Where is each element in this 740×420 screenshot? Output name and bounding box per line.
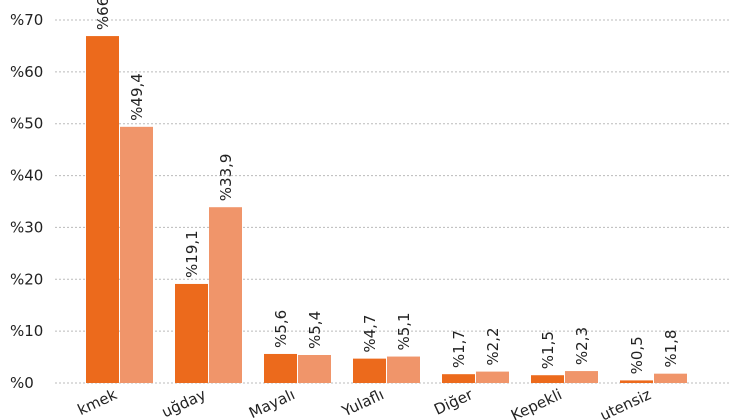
y-tick-label: %60 (10, 63, 43, 81)
x-tick-label: Yulaflı (338, 385, 386, 420)
value-label: %1,5 (539, 331, 557, 369)
value-label: %66,9 (94, 0, 112, 30)
value-label: %5,4 (306, 311, 324, 349)
value-label: %33,9 (217, 154, 235, 202)
bar (298, 354, 331, 383)
y-tick-label: %30 (10, 218, 43, 236)
bar (531, 375, 564, 383)
value-label: %1,7 (450, 330, 468, 368)
value-label: %49,4 (128, 73, 146, 121)
x-tick-label: utensiz (597, 385, 654, 420)
bar (620, 380, 653, 383)
bar (565, 371, 598, 383)
bar (353, 358, 386, 383)
bar (476, 371, 509, 383)
value-label: %1,8 (662, 330, 680, 368)
bar (264, 353, 297, 383)
x-tick-label: Mayalı (246, 385, 298, 420)
y-tick-label: %50 (10, 115, 43, 133)
y-tick-label: %40 (10, 167, 43, 185)
y-tick-label: %70 (10, 11, 43, 29)
value-label: %2,2 (484, 327, 502, 365)
value-label: %5,1 (395, 312, 413, 350)
bar (654, 373, 687, 383)
bar (86, 36, 119, 383)
bar (120, 126, 153, 383)
value-label: %4,7 (361, 315, 379, 353)
value-label: %2,3 (573, 327, 591, 365)
x-tick-label: kmek (75, 385, 120, 419)
y-tick-label: %10 (10, 322, 43, 340)
value-label: %5,6 (272, 310, 290, 348)
value-label: %0,5 (628, 336, 646, 374)
value-label: %19,1 (183, 230, 201, 278)
x-tick-label: uğday (159, 385, 209, 420)
bar (442, 374, 475, 383)
x-tick-label: Kepekli (508, 385, 565, 420)
x-tick-label: Diğer (431, 385, 476, 419)
bar (387, 356, 420, 383)
bar (209, 207, 242, 383)
y-tick-label: %0 (10, 374, 34, 392)
bar (175, 283, 208, 383)
y-tick-label: %20 (10, 270, 43, 288)
